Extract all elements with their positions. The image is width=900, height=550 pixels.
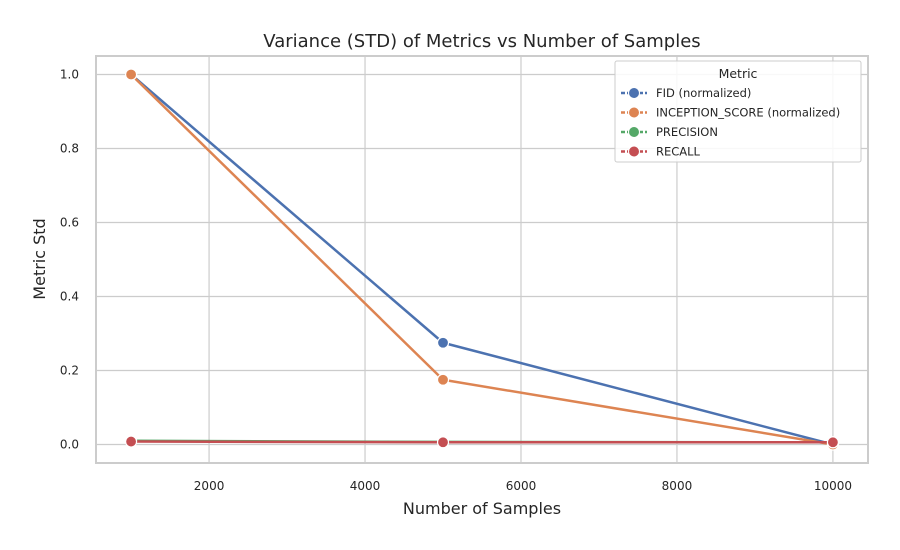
- legend-label: INCEPTION_SCORE (normalized): [656, 106, 840, 120]
- y-axis-title: Metric Std: [30, 218, 49, 299]
- y-tick-label: 0.6: [60, 216, 79, 230]
- legend: Metric FID (normalized) INCEPTION_SCORE (…: [614, 60, 862, 163]
- y-tick-label: 0.8: [60, 142, 79, 156]
- plot-frame: [95, 55, 869, 464]
- legend-item: RECALL: [621, 145, 701, 159]
- data-point: [436, 336, 450, 349]
- data-point: [436, 373, 450, 386]
- y-tick-label: 0.2: [60, 364, 79, 378]
- data-point: [124, 68, 138, 81]
- series-line: [129, 440, 835, 444]
- chart-title: Variance (STD) of Metrics vs Number of S…: [263, 31, 700, 52]
- legend-marker: [628, 87, 640, 99]
- legend-label: RECALL: [656, 145, 701, 159]
- tick-labels: 2000 4000 6000 8000 10000 0.0 0.2 0.4 0.6 0.8 1.0: [60, 68, 852, 494]
- y-tick-label: 1.0: [60, 68, 79, 82]
- x-tick-label: 2000: [194, 479, 225, 493]
- legend-title: Metric: [719, 66, 758, 81]
- x-axis-title: Number of Samples: [403, 499, 561, 518]
- legend-item: INCEPTION_SCORE (normalized): [621, 106, 840, 120]
- x-tick-label: 4000: [350, 479, 381, 493]
- x-tick-label: 8000: [662, 479, 693, 493]
- legend-label: FID (normalized): [656, 86, 751, 100]
- legend-marker: [628, 106, 640, 119]
- x-tick-label: 6000: [506, 479, 537, 493]
- y-tick-label: 0.4: [60, 290, 79, 304]
- data-point: [124, 435, 138, 448]
- series-layer: [124, 68, 840, 451]
- series-4: [124, 435, 840, 449]
- legend-label: PRECISION: [656, 125, 718, 139]
- legend-item: FID (normalized): [621, 86, 751, 100]
- x-tick-label: 10000: [814, 479, 852, 493]
- legend-box: [614, 60, 862, 163]
- legend-item: PRECISION: [621, 125, 718, 139]
- y-tick-label: 0.0: [60, 438, 79, 452]
- legend-marker: [628, 145, 640, 158]
- data-point: [436, 436, 450, 449]
- data-point: [826, 436, 840, 449]
- legend-marker: [628, 126, 640, 138]
- legend-items: FID (normalized) INCEPTION_SCORE (normali…: [621, 86, 840, 159]
